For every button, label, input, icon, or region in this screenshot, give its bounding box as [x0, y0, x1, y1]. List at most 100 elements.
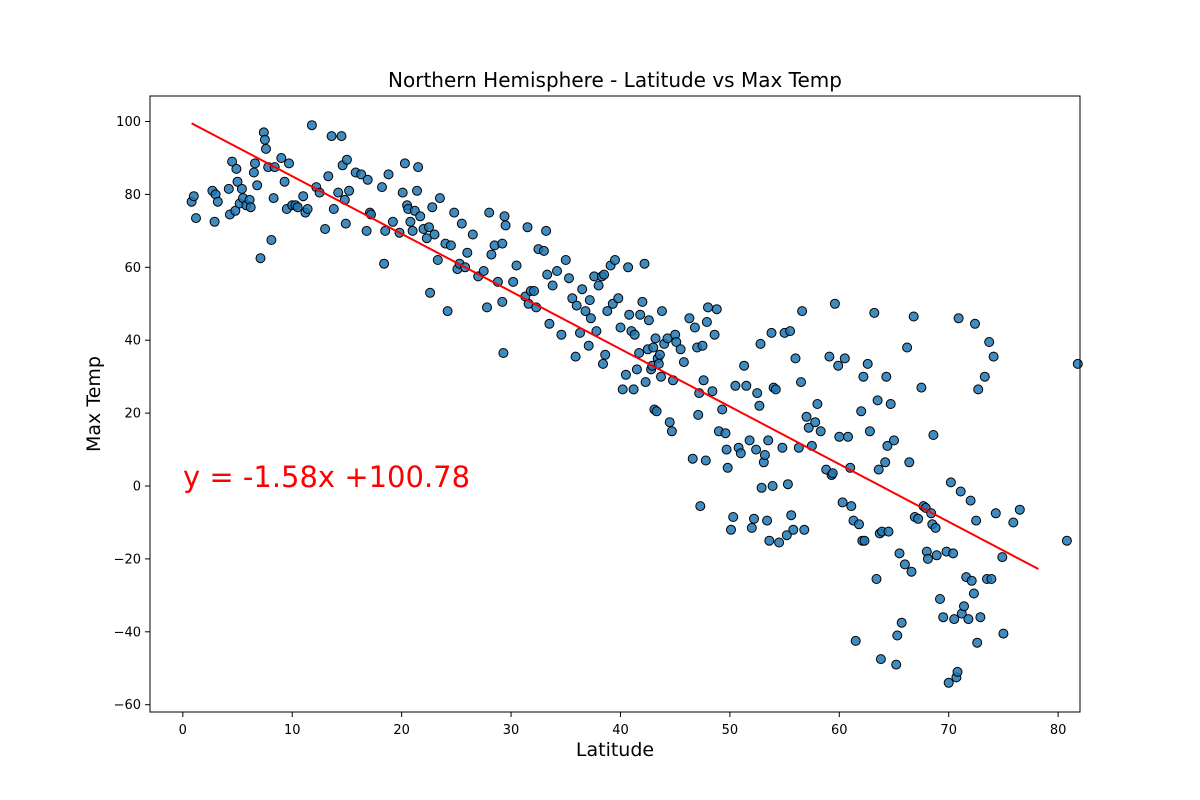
data-point	[891, 659, 902, 670]
data-point	[407, 225, 418, 236]
data-point	[949, 614, 960, 625]
data-point	[889, 435, 899, 446]
data-point	[399, 158, 410, 169]
data-point	[881, 371, 892, 382]
data-point	[970, 318, 980, 329]
data-point	[922, 553, 933, 564]
data-point	[629, 329, 640, 340]
data-point	[711, 304, 722, 315]
data-point	[815, 426, 826, 437]
data-point	[511, 260, 522, 271]
data-point	[292, 202, 303, 213]
data-point	[885, 399, 896, 409]
x-axis-ticks: 0 10 20 30 40 50 60 70 80	[179, 712, 1066, 738]
data-point	[763, 435, 774, 446]
data-point	[279, 176, 290, 187]
data-point	[424, 222, 434, 233]
data-point	[722, 462, 733, 473]
data-point	[445, 240, 456, 251]
data-point	[839, 353, 850, 364]
data-point	[968, 588, 979, 599]
data-point	[754, 400, 765, 411]
data-point	[570, 351, 581, 362]
data-point	[971, 515, 982, 526]
data-point	[434, 193, 445, 204]
data-point	[1061, 535, 1072, 546]
data-point	[639, 258, 650, 269]
data-point	[326, 131, 337, 142]
data-point	[478, 266, 489, 276]
y-tick-label: 100	[116, 115, 141, 130]
data-point	[979, 371, 990, 382]
data-point	[547, 280, 558, 291]
data-point	[387, 216, 398, 227]
data-point	[657, 306, 667, 317]
data-point	[651, 406, 662, 417]
data-point	[786, 510, 797, 521]
data-point	[442, 306, 453, 317]
data-point	[482, 302, 492, 313]
data-point	[456, 218, 467, 229]
data-point	[556, 329, 567, 340]
data-point	[585, 313, 596, 324]
data-point	[191, 213, 201, 224]
data-point	[333, 187, 344, 198]
data-point	[998, 628, 1009, 639]
data-point	[938, 612, 949, 623]
data-point	[824, 351, 835, 362]
data-point	[361, 225, 372, 236]
chart-title: Northern Hemisphere - Latitude vs Max Te…	[388, 68, 842, 92]
data-point	[340, 218, 351, 229]
data-point	[689, 322, 700, 333]
data-point	[255, 253, 266, 264]
data-point	[796, 377, 806, 388]
data-point	[707, 386, 718, 397]
data-point	[654, 349, 665, 360]
data-point	[223, 183, 234, 194]
plot-frame	[149, 95, 1081, 713]
data-point	[236, 183, 247, 194]
data-point	[752, 388, 763, 399]
data-point	[615, 322, 626, 333]
data-point	[564, 273, 574, 284]
data-point	[782, 479, 793, 490]
data-point	[560, 255, 571, 265]
data-point	[336, 131, 347, 142]
data-point	[648, 342, 659, 353]
data-point	[730, 380, 741, 391]
data-point	[522, 222, 533, 233]
data-point	[613, 293, 624, 304]
data-point	[643, 315, 654, 326]
data-point	[872, 395, 883, 406]
data-point	[770, 384, 781, 395]
data-point	[635, 309, 646, 320]
data-point	[344, 185, 355, 196]
data-point	[935, 594, 945, 604]
data-point	[449, 207, 460, 218]
data-point	[697, 340, 708, 351]
data-point	[212, 196, 223, 207]
data-point	[873, 464, 884, 475]
data-point	[508, 276, 519, 287]
data-point	[892, 630, 903, 641]
data-point	[810, 417, 821, 428]
data-point	[904, 457, 915, 468]
data-point	[896, 617, 907, 628]
x-tick-label: 40	[612, 723, 629, 738]
data-point	[593, 280, 604, 291]
data-point	[864, 426, 875, 437]
data-point	[875, 654, 886, 665]
data-point	[542, 269, 553, 280]
data-point	[379, 258, 390, 269]
data-point	[684, 313, 695, 324]
data-point	[721, 444, 732, 455]
data-point	[931, 550, 942, 561]
data-point	[833, 360, 844, 371]
data-point	[908, 311, 919, 322]
data-point	[484, 207, 495, 218]
y-tick-label: 20	[124, 407, 141, 422]
data-point	[953, 313, 964, 324]
data-point	[854, 519, 864, 530]
data-point	[232, 176, 243, 187]
